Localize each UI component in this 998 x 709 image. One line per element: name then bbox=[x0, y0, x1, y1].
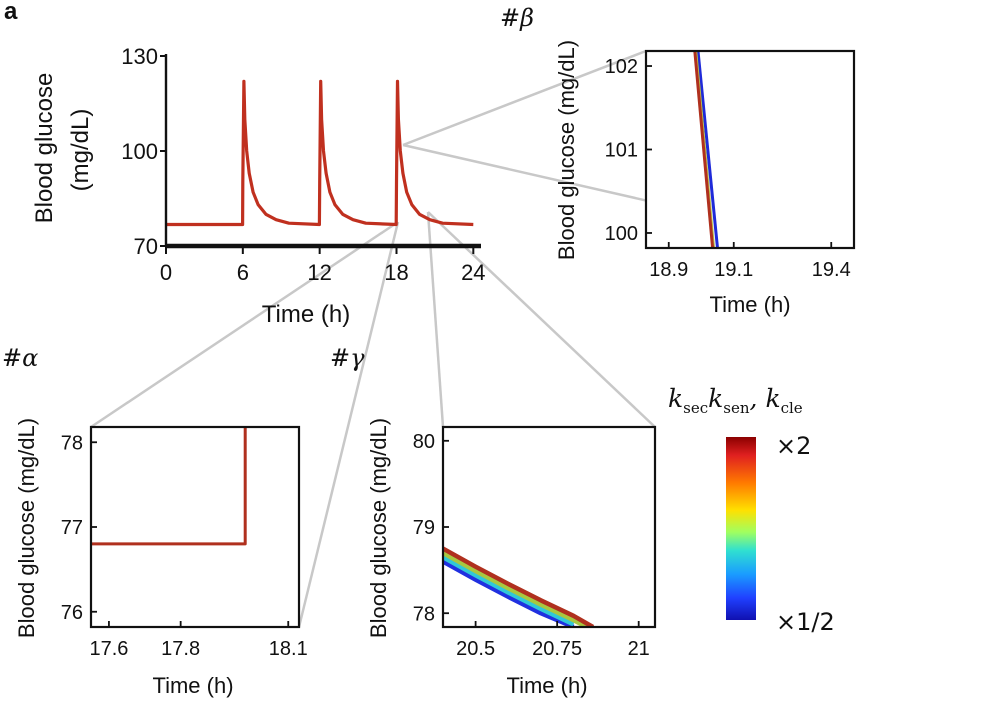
panel-label: a bbox=[4, 0, 18, 25]
gamma-x-axis-label: Time (h) bbox=[506, 673, 587, 698]
main-y-axis-label: (mg/dL) bbox=[67, 109, 94, 192]
main-x-tick-label: 6 bbox=[237, 260, 249, 285]
gamma-y-tick-label: 80 bbox=[413, 431, 435, 453]
beta-x-axis-label: Time (h) bbox=[709, 292, 790, 317]
alpha-y-tick-label: 76 bbox=[61, 602, 83, 624]
beta-x-tick-label: 19.1 bbox=[714, 259, 753, 281]
gamma-y-axis-label: Blood glucose (mg/dL) bbox=[366, 418, 391, 638]
main-y-tick-label: 70 bbox=[134, 234, 158, 259]
colorbar bbox=[726, 437, 756, 620]
main-y-tick-label: 100 bbox=[121, 139, 158, 164]
gamma-series-line bbox=[443, 550, 588, 627]
main-series-line bbox=[166, 79, 474, 227]
beta-y-tick-label: 102 bbox=[605, 56, 638, 78]
colorbar-top-label: ×2 bbox=[776, 432, 812, 460]
main-chart: 70 100 130 0 6 12 18 24 Time (h) Blood glucose (mg… bbox=[31, 44, 486, 328]
gamma-chart: 78 79 80 20.5 20.75 21 Time (h) Blood glucose (… bbox=[366, 418, 657, 698]
zoom-connector-line bbox=[402, 49, 647, 147]
main-y-axis-label: Blood glucose bbox=[31, 73, 58, 224]
gamma-x-tick-label: 20.75 bbox=[532, 638, 582, 660]
gamma-x-tick-label: 20.5 bbox=[456, 638, 495, 660]
gamma-y-tick-label: 78 bbox=[413, 603, 435, 625]
gamma-panel-title: #γ bbox=[330, 344, 365, 372]
beta-y-axis-label: Blood glucose (mg/dL) bbox=[554, 40, 579, 260]
beta-x-tick-label: 18.9 bbox=[649, 259, 688, 281]
colorbar-title: ksecksen, kcle bbox=[668, 384, 803, 417]
beta-plot-background bbox=[646, 51, 854, 248]
alpha-x-tick-label: 17.6 bbox=[89, 638, 128, 660]
colorbar-bottom-label: ×1/2 bbox=[776, 608, 835, 636]
gamma-series-line bbox=[443, 546, 595, 627]
zoom-connector-line bbox=[297, 221, 400, 628]
beta-series-line bbox=[696, 51, 719, 248]
main-x-tick-label: 18 bbox=[384, 260, 408, 285]
alpha-plot-background bbox=[91, 427, 299, 627]
alpha-x-tick-label: 18.1 bbox=[269, 638, 308, 660]
gamma-series-line bbox=[443, 559, 575, 627]
beta-x-tick-label: 19.4 bbox=[812, 259, 851, 281]
beta-series-line bbox=[693, 51, 715, 248]
main-y-tick-label: 130 bbox=[121, 44, 158, 69]
alpha-y-tick-label: 78 bbox=[61, 432, 83, 454]
alpha-y-tick-label: 77 bbox=[61, 517, 83, 539]
alpha-panel-title: #α bbox=[2, 344, 39, 372]
alpha-chart: 76 77 78 17.6 17.8 18.1 Time (h) Blood glucose … bbox=[14, 418, 308, 698]
alpha-x-tick-label: 17.8 bbox=[161, 638, 200, 660]
gamma-plot-background bbox=[443, 427, 655, 627]
beta-y-tick-label: 101 bbox=[605, 140, 638, 162]
beta-panel-title: #β bbox=[500, 4, 534, 32]
main-x-tick-label: 12 bbox=[307, 260, 331, 285]
alpha-y-axis-label: Blood glucose (mg/dL) bbox=[14, 418, 39, 638]
gamma-series-line bbox=[443, 555, 575, 627]
main-x-axis-label: Time (h) bbox=[262, 301, 350, 328]
gamma-x-tick-label: 21 bbox=[628, 638, 650, 660]
gamma-y-tick-label: 79 bbox=[413, 517, 435, 539]
alpha-series-line bbox=[91, 427, 247, 546]
alpha-x-axis-label: Time (h) bbox=[152, 673, 233, 698]
zoom-connector-line bbox=[90, 220, 399, 429]
beta-chart: 100 101 102 18.9 19.1 19.4 Time (h) Blood gluco… bbox=[554, 40, 856, 317]
beta-y-tick-label: 100 bbox=[605, 223, 638, 245]
main-x-tick-label: 24 bbox=[461, 260, 485, 285]
main-x-tick-label: 0 bbox=[160, 260, 172, 285]
